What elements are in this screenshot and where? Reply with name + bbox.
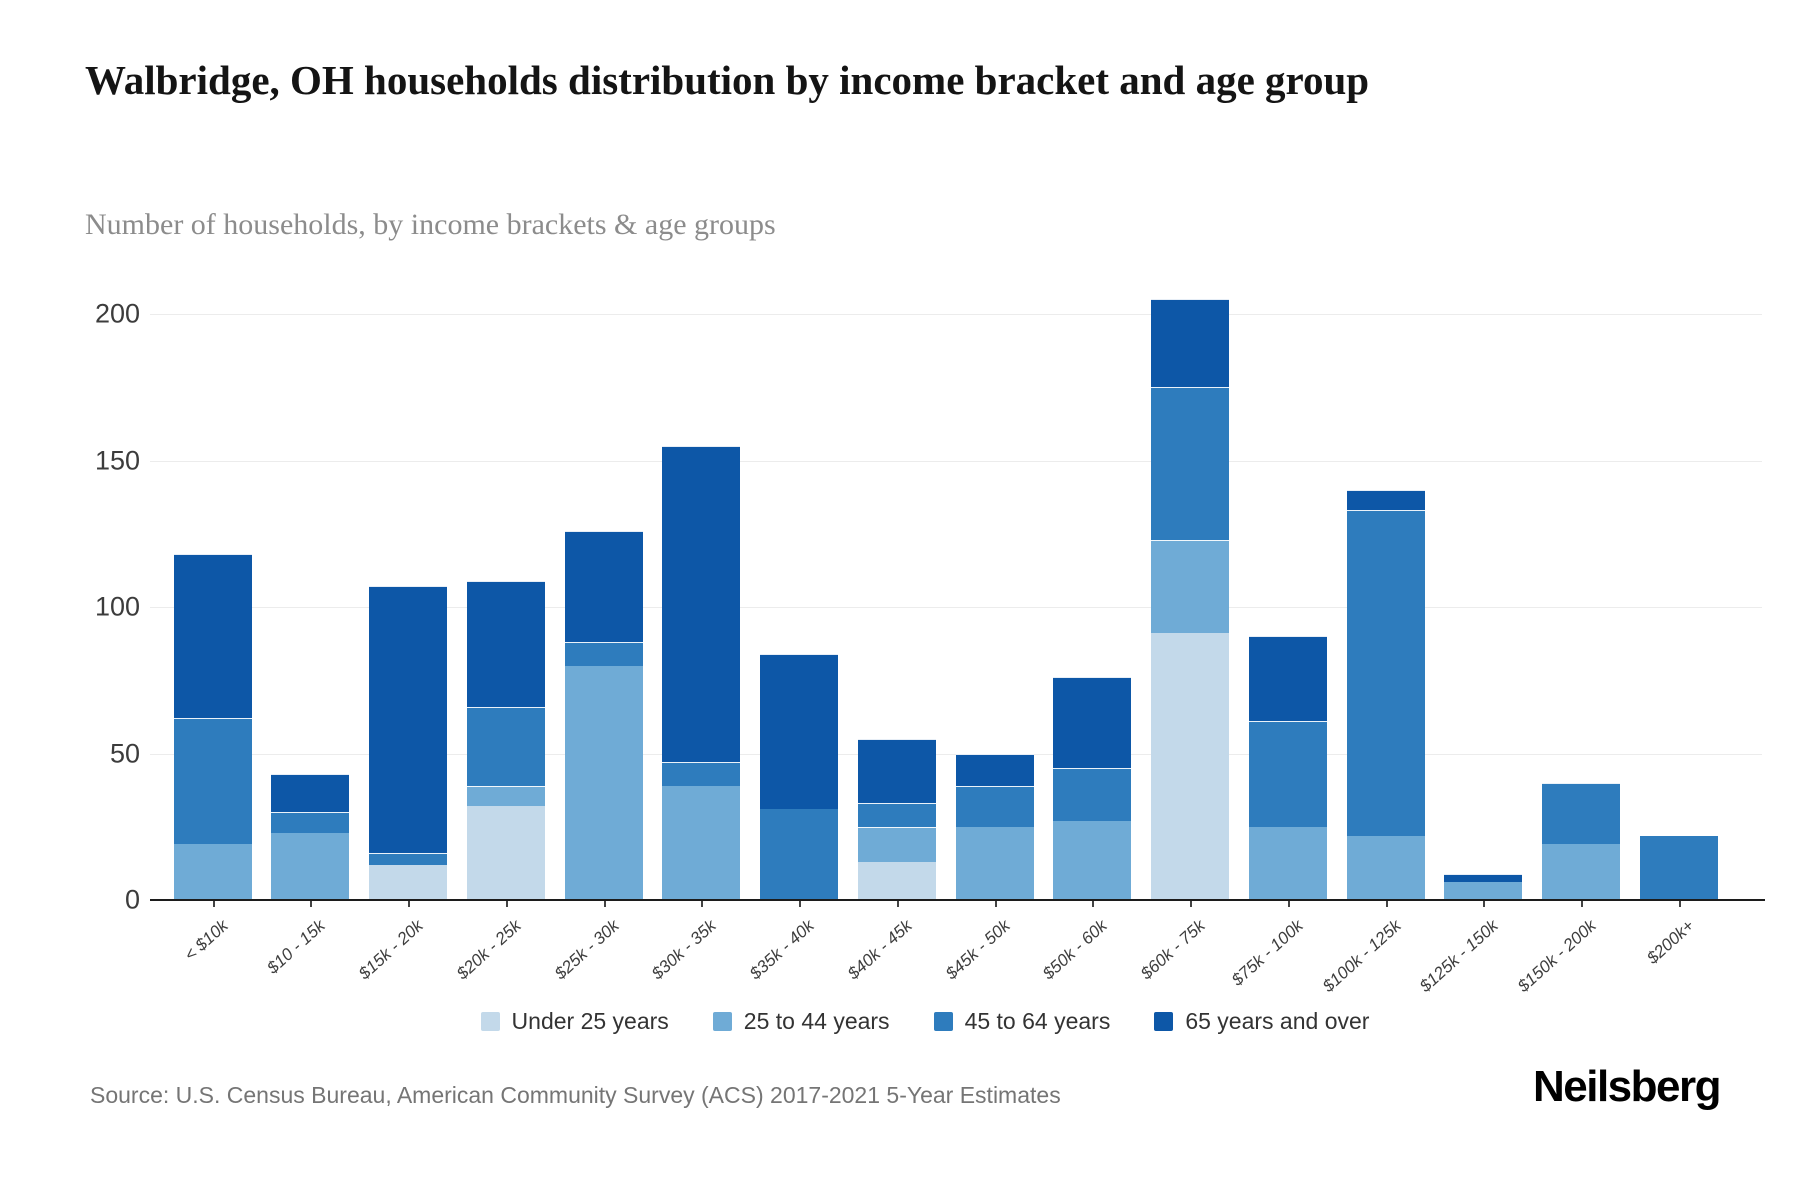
bar-segment xyxy=(662,445,741,763)
legend-item: 45 to 64 years xyxy=(933,1008,1111,1035)
bar-segment xyxy=(760,653,838,810)
bar-segment xyxy=(1151,299,1229,388)
bar-segment xyxy=(564,642,643,666)
bar-segment xyxy=(466,580,545,707)
legend-label: 45 to 64 years xyxy=(964,1008,1111,1034)
bar-segment xyxy=(271,832,350,900)
legend-item: 65 years and over xyxy=(1154,1008,1369,1035)
bar-segment xyxy=(1346,489,1425,511)
bar-segment xyxy=(1248,636,1327,722)
bar-segment xyxy=(466,785,545,807)
legend-label: Under 25 years xyxy=(511,1008,669,1034)
gridline-y150 xyxy=(150,460,1762,462)
bar-segment xyxy=(564,665,643,900)
x-axis-tickmark xyxy=(896,901,899,907)
bar-segment xyxy=(1053,820,1132,900)
bar-segment xyxy=(466,706,545,786)
bar-segment xyxy=(271,774,350,813)
legend-item: 25 to 44 years xyxy=(712,1008,890,1035)
bar-segment xyxy=(173,554,252,719)
x-axis-tickmark xyxy=(1190,901,1192,907)
x-axis-tickmark xyxy=(310,901,313,907)
bar-segment xyxy=(1346,510,1425,836)
x-axis-tickmark xyxy=(603,901,606,907)
bar-segment xyxy=(1248,826,1327,900)
x-axis-tickmark xyxy=(1385,901,1388,907)
y-axis-tick-label: 200 xyxy=(94,298,140,329)
bar-segment xyxy=(857,826,936,862)
bar-segment xyxy=(955,826,1034,900)
legend-label: 65 years and over xyxy=(1185,1008,1370,1034)
bar-segment xyxy=(1346,835,1425,900)
bar-segment xyxy=(1151,633,1229,900)
y-axis-tick-label: 100 xyxy=(94,591,140,622)
bar-segment xyxy=(1639,835,1718,900)
bar-segment xyxy=(1444,873,1523,883)
bar-segment xyxy=(369,586,447,854)
x-axis-tickmark xyxy=(212,901,215,907)
bar-segment xyxy=(1151,387,1229,540)
y-axis-tick-label: 50 xyxy=(109,738,140,768)
brand-logo: Neilsberg xyxy=(1532,1062,1722,1111)
bar-segment xyxy=(857,803,936,827)
legend-swatch xyxy=(933,1012,953,1031)
x-axis-tickmark xyxy=(994,901,997,907)
bar-segment xyxy=(1542,844,1620,900)
y-axis-tick-label: 150 xyxy=(94,445,140,475)
bar-segment xyxy=(1444,882,1523,900)
x-axis-tickmark xyxy=(799,901,801,907)
bar-segment xyxy=(564,530,643,643)
x-axis-tickmark xyxy=(408,901,410,907)
x-axis-tickmark xyxy=(1483,901,1486,907)
bar-segment xyxy=(271,812,350,833)
legend-swatch xyxy=(1154,1012,1174,1031)
bar-segment xyxy=(857,738,936,804)
x-axis-tickmark xyxy=(1287,901,1290,907)
x-axis-tickmark xyxy=(505,901,508,907)
chart-legend: Under 25 years 25 to 44 years 45 to 64 yea… xyxy=(90,1008,1760,1035)
x-axis-tickmark xyxy=(701,901,704,907)
chart-subtitle: Number of households, by income brackets… xyxy=(85,208,776,241)
bar-segment xyxy=(955,785,1034,827)
bar-segment xyxy=(662,785,741,900)
x-axis-line xyxy=(150,899,1765,901)
legend-item: Under 25 years xyxy=(480,1008,669,1035)
bar-segment xyxy=(1151,539,1229,634)
bar-segment xyxy=(1053,677,1132,769)
y-axis-tick-label: 0 xyxy=(124,884,140,915)
x-axis-tickmark xyxy=(1678,901,1681,907)
bar-segment xyxy=(955,753,1034,786)
bar-segment xyxy=(857,861,936,900)
bar-segment xyxy=(369,853,447,865)
bar-segment xyxy=(662,762,741,786)
bar-segment xyxy=(173,844,252,900)
legend-swatch xyxy=(480,1012,500,1031)
bar-segment xyxy=(173,718,252,845)
bar-segment xyxy=(369,864,447,900)
legend-swatch xyxy=(712,1012,732,1031)
legend-label: 25 to 44 years xyxy=(743,1008,890,1034)
bar-segment xyxy=(466,806,545,900)
bar-segment xyxy=(1542,782,1620,845)
bar-segment xyxy=(760,809,838,900)
bar-segment xyxy=(1053,768,1132,821)
source-attribution: Source: U.S. Census Bureau, American Com… xyxy=(90,1082,1061,1108)
gridline-y100 xyxy=(150,607,1762,608)
x-axis-tickmark xyxy=(1092,901,1095,907)
bar-segment xyxy=(1248,721,1327,827)
chart-title: Walbridge, OH households distribution by… xyxy=(85,57,1370,103)
x-axis-tickmark xyxy=(1581,901,1583,907)
gridline-y200 xyxy=(150,314,1762,315)
